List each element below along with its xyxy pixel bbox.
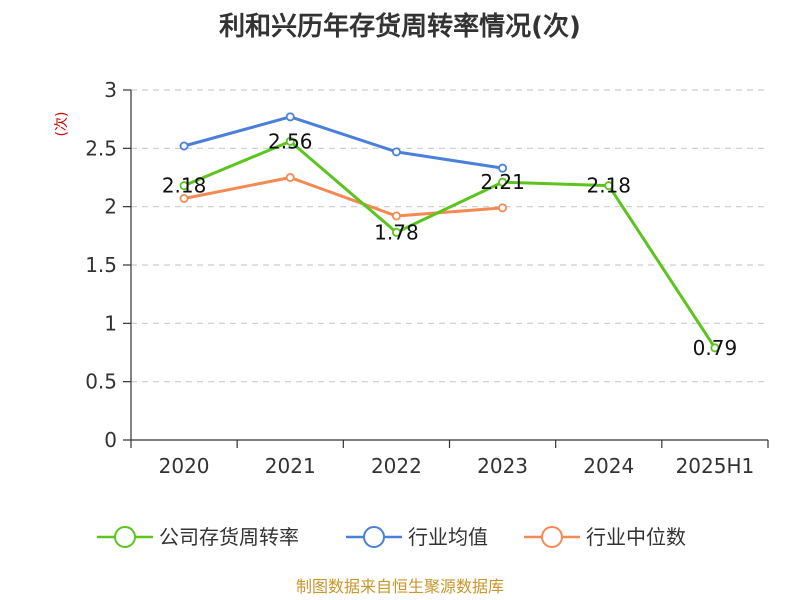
x-tick-label: 2025H1 [676,454,755,478]
data-point-s2-1 [285,172,295,182]
y-tick-label: 1 [104,311,117,335]
data-point-s0-5 [710,343,720,353]
y-tick-label: 2 [104,195,117,219]
y-tick-label: 0.5 [85,370,117,394]
series-group [179,112,720,353]
legend-label-2: 行业中位数 [586,525,686,549]
data-point-s0-3 [498,177,508,187]
data-point-s0-1 [285,136,295,146]
y-tick-label: 1.5 [85,253,117,277]
data-label: 2.18 [586,174,631,198]
data-point-s0-2 [391,227,401,237]
data-point-s1-0 [179,141,189,151]
data-point-s1-2 [391,147,401,157]
y-tick-label: 3 [104,78,117,102]
data-point-s2-2 [391,211,401,221]
axes: 0 0.5 1 1.5 2 2.5 3 2020 2021 2022 2023 2024 2025H1 [85,78,769,478]
y-tick-label: 2.5 [85,136,117,160]
x-tick-label: 2022 [371,454,422,478]
legend-label-0: 公司存货周转率 [159,525,299,549]
data-label: 2.18 [162,174,207,198]
chart-title: 利和兴历年存货周转率情况(次) [219,11,581,42]
legend-marker-1 [363,526,385,548]
series-line-1 [182,115,505,170]
x-tick-label: 2020 [159,454,210,478]
series-line-2 [182,176,505,218]
source-note: 制图数据来自恒生聚源数据库 [296,577,504,596]
data-labels: 2.18 2.56 1.78 2.21 2.18 0.79 [162,129,737,360]
data-point-s1-1 [285,112,295,122]
legend-marker-2 [541,526,563,548]
data-label: 2.56 [268,129,313,153]
data-point-s0-4 [604,181,614,191]
data-point-s2-0 [179,193,189,203]
legend-marker-0 [114,526,136,548]
data-point-s2-3 [498,203,508,213]
data-label: 2.21 [480,170,525,194]
data-label: 0.79 [693,336,738,360]
legend-label-1: 行业均值 [408,525,488,549]
legend: 公司存货周转率 行业均值 行业中位数 [97,525,686,549]
x-tick-label: 2024 [583,454,634,478]
y-axis-label: (次) [54,112,70,137]
x-tick-label: 2021 [265,454,316,478]
series-line-0 [182,139,717,350]
y-tick-label: 0 [104,428,117,452]
data-point-s1-3 [498,163,508,173]
x-tick-label: 2023 [477,454,528,478]
data-label: 1.78 [374,220,419,244]
data-point-s0-0 [179,181,189,191]
